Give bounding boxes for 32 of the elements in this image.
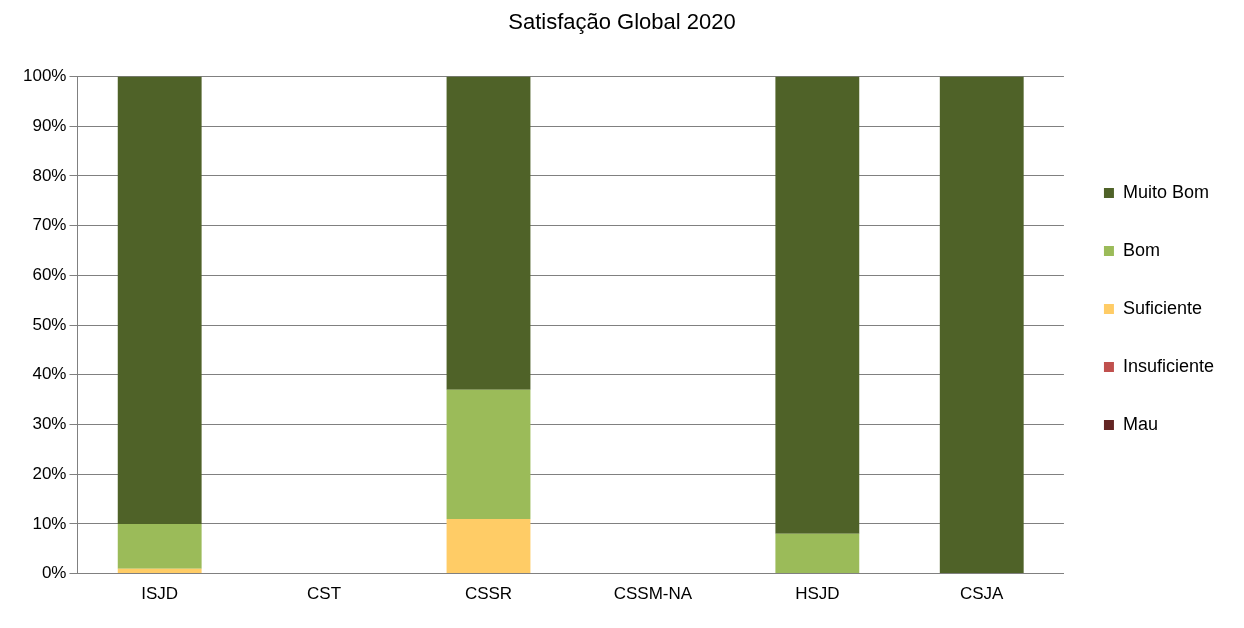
legend-label: Suficiente <box>1122 297 1203 318</box>
bar <box>939 76 1024 574</box>
legend-label: Insuficiente <box>1122 355 1215 376</box>
bar <box>117 568 202 574</box>
y-tick-label: 20% <box>32 463 67 483</box>
y-tick-label: 80% <box>32 165 67 185</box>
bar <box>117 76 202 524</box>
y-tick-label: 40% <box>32 364 67 384</box>
y-tick-label: 10% <box>32 513 67 533</box>
x-tick-label: CSSR <box>464 584 513 604</box>
bar <box>446 518 531 574</box>
x-tick-label: ISJD <box>141 584 179 604</box>
y-tick-label: 30% <box>32 414 67 434</box>
bar <box>117 523 202 569</box>
x-tick-label: HSJD <box>795 584 840 604</box>
y-tick-label: 60% <box>32 264 67 284</box>
x-tick-label: CSSM-NA <box>613 584 693 604</box>
legend-label: Muito Bom <box>1122 181 1209 202</box>
y-tick-label: 0% <box>41 563 67 583</box>
legend-label: Bom <box>1122 239 1160 260</box>
y-tick-label: 50% <box>32 314 67 334</box>
x-tick-label: CST <box>307 584 342 604</box>
x-tick-label: CSJA <box>960 584 1005 604</box>
y-tick-label: 100% <box>23 66 67 86</box>
bar <box>775 76 860 534</box>
bar <box>775 533 860 574</box>
bar <box>446 76 531 390</box>
bar <box>446 389 531 519</box>
y-tick-label: 70% <box>32 215 67 235</box>
legend-label: Mau <box>1122 413 1158 434</box>
chart-title: Satisfação Global 2020 <box>508 9 736 35</box>
y-tick-label: 90% <box>32 115 67 135</box>
